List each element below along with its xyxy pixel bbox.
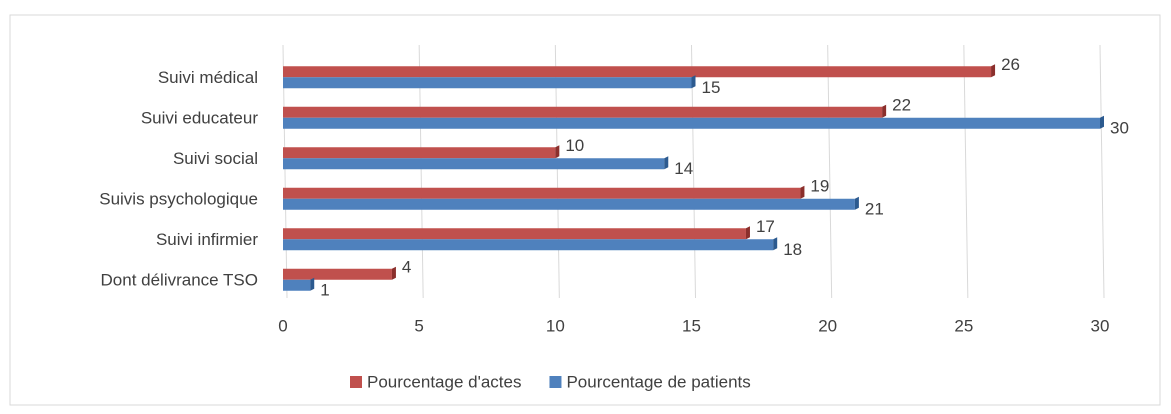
- data-label: 4: [402, 258, 411, 277]
- data-label: 1: [320, 281, 329, 300]
- x-tick-label: 15: [682, 316, 701, 335]
- data-label: 22: [892, 96, 911, 115]
- y-tick-label: Suivis psychologique: [99, 190, 258, 209]
- legend-swatch: [549, 376, 562, 388]
- data-label: 18: [783, 240, 802, 259]
- grid-line: [827, 44, 833, 299]
- bar: [283, 66, 992, 78]
- legend-label: Pourcentage d'actes: [367, 372, 521, 391]
- bar: [283, 239, 774, 251]
- bar: [283, 198, 855, 210]
- bar-end: [391, 266, 396, 280]
- bar-end: [882, 104, 887, 118]
- y-tick-label: Suivi educateur: [141, 109, 259, 128]
- bar-end: [555, 145, 560, 159]
- bar: [283, 106, 883, 118]
- bar-end: [991, 64, 996, 78]
- y-tick-label: Suivi médical: [158, 68, 258, 87]
- data-label: 17: [756, 217, 775, 236]
- x-tick-label: 0: [278, 316, 287, 335]
- x-tick-label: 20: [818, 316, 837, 335]
- bar-end: [310, 277, 315, 291]
- bar: [283, 158, 665, 170]
- bar-end: [854, 196, 859, 210]
- legend-label: Pourcentage de patients: [566, 372, 750, 391]
- y-tick-label: Suivi infirmier: [156, 230, 258, 249]
- data-label: 21: [865, 200, 884, 219]
- bar-end: [1100, 115, 1104, 129]
- bar: [283, 279, 311, 291]
- bar: [283, 268, 392, 280]
- data-label: 19: [810, 177, 829, 196]
- legend-swatch: [350, 376, 362, 388]
- bar-end: [745, 226, 750, 240]
- x-tick-label: 10: [546, 316, 565, 335]
- data-label: 30: [1110, 119, 1129, 138]
- bar: [283, 117, 1100, 129]
- grid-line: [1099, 44, 1105, 299]
- bar-end: [691, 75, 696, 89]
- bar: [283, 77, 692, 89]
- bar: [283, 187, 801, 199]
- grid-line: [963, 44, 969, 299]
- data-label: 10: [565, 136, 584, 155]
- x-tick-label: 25: [954, 316, 973, 335]
- x-tick-label: 30: [1091, 316, 1110, 335]
- data-label: 15: [702, 78, 721, 97]
- x-tick-label: 5: [414, 316, 423, 335]
- data-label: 26: [1001, 55, 1020, 74]
- bar: [283, 147, 556, 159]
- y-tick-label: Suivi social: [173, 149, 258, 168]
- y-tick-label: Dont délivrance TSO: [101, 271, 258, 290]
- bar-end: [664, 156, 669, 170]
- bar-end: [773, 237, 778, 251]
- data-label: 14: [674, 159, 693, 178]
- bar-end: [800, 185, 805, 199]
- bar: [283, 228, 746, 240]
